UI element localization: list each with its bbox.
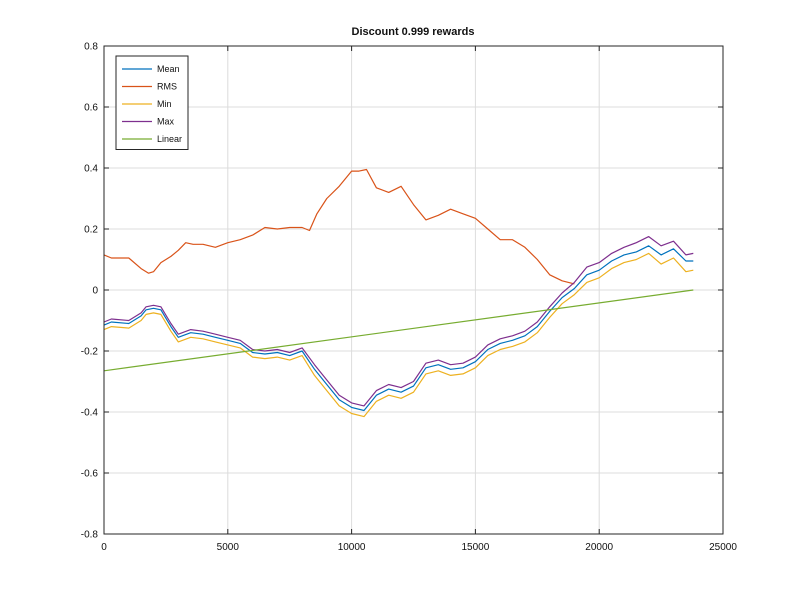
y-tick-label: 0 [92,286,98,297]
grid-lines [103,45,724,535]
x-tick-label: 0 [101,542,107,553]
x-tick-label: 25000 [709,542,737,553]
legend: Mean RMS Min Max Linear [115,55,189,150]
y-tick-label: 0.2 [84,225,98,236]
x-tick-label: 15000 [461,542,489,553]
legend-box [115,55,189,150]
y-tick-label: 0.4 [84,164,98,175]
y-tick-labels: -0.8 -0.6 -0.4 -0.2 0 0.2 0.4 0.6 0.8 [81,42,99,541]
axis-ticks [103,45,724,535]
y-tick-label: -0.4 [81,408,99,419]
series-line-rms [103,168,575,285]
x-tick-label: 10000 [338,542,366,553]
series-line-linear [103,289,694,372]
series-layer [103,168,694,418]
legend-label-rms: RMS [157,82,177,92]
x-tick-labels: 0 5000 10000 15000 20000 25000 [101,542,737,553]
legend-label-min: Min [157,99,172,109]
y-tick-label: -0.2 [81,347,99,358]
y-tick-label: -0.6 [81,469,99,480]
x-tick-label: 5000 [217,542,240,553]
y-tick-label: 0.6 [84,103,98,114]
y-tick-label: 0.8 [84,42,98,53]
series-line-min [103,252,694,418]
legend-label-max: Max [157,117,175,127]
series-line-max [103,236,694,407]
legend-label-mean: Mean [157,64,180,74]
legend-label-linear: Linear [157,134,182,144]
series-line-mean [103,245,694,412]
chart-title: Discount 0.999 rewards [352,26,475,38]
x-tick-label: 20000 [585,542,613,553]
y-tick-label: -0.8 [81,530,99,541]
